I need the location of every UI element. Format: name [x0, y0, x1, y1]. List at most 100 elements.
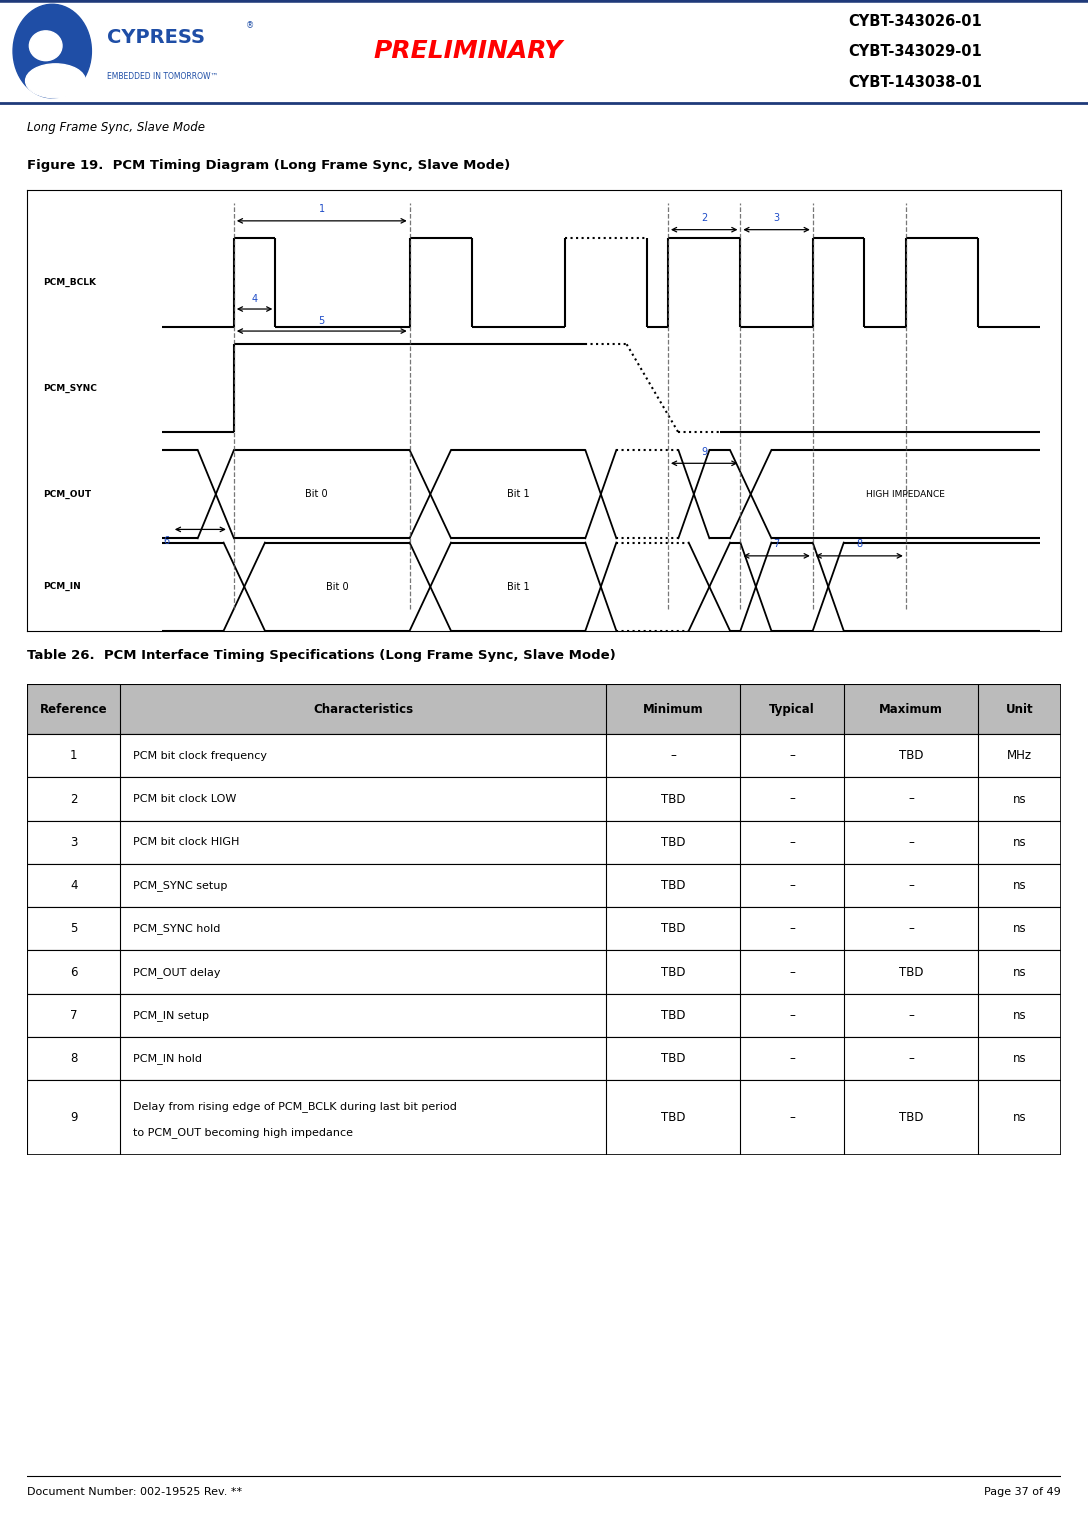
Text: TBD: TBD [899, 1111, 924, 1125]
Text: 1: 1 [70, 749, 77, 762]
Text: PCM_IN: PCM_IN [42, 582, 81, 591]
Text: 5: 5 [319, 316, 325, 325]
Text: ns: ns [1013, 965, 1026, 979]
Text: 7: 7 [70, 1009, 77, 1021]
Text: TBD: TBD [660, 923, 685, 935]
Text: –: – [908, 1052, 914, 1066]
Bar [27, 994, 1061, 1037]
Text: 4: 4 [70, 879, 77, 892]
Text: Typical: Typical [769, 702, 815, 716]
Text: PCM_SYNC setup: PCM_SYNC setup [133, 880, 227, 891]
Text: –: – [789, 965, 795, 979]
Text: 8: 8 [856, 540, 863, 549]
Text: –: – [789, 879, 795, 892]
Text: –: – [908, 836, 914, 848]
Text: Document Number: 002-19525 Rev. **: Document Number: 002-19525 Rev. ** [27, 1487, 243, 1497]
Text: Unit: Unit [1005, 702, 1034, 716]
Text: PCM bit clock frequency: PCM bit clock frequency [133, 751, 267, 762]
Text: TBD: TBD [660, 836, 685, 848]
Text: PCM_BCLK: PCM_BCLK [42, 278, 96, 287]
Text: PCM_OUT: PCM_OUT [42, 489, 90, 499]
Text: CYBT-343029-01: CYBT-343029-01 [849, 44, 982, 59]
Text: Minimum: Minimum [643, 702, 704, 716]
Text: ns: ns [1013, 1111, 1026, 1125]
Text: PCM_OUT delay: PCM_OUT delay [133, 967, 220, 977]
Text: ns: ns [1013, 923, 1026, 935]
Text: PCM bit clock LOW: PCM bit clock LOW [133, 793, 236, 804]
Text: ns: ns [1013, 1052, 1026, 1066]
Text: –: – [908, 923, 914, 935]
Text: Long Frame Sync, Slave Mode: Long Frame Sync, Slave Mode [27, 122, 206, 134]
Text: 6: 6 [163, 537, 170, 546]
Text: Bit 1: Bit 1 [507, 582, 530, 591]
Text: PCM_SYNC: PCM_SYNC [42, 383, 97, 394]
Text: TBD: TBD [660, 1052, 685, 1066]
Text: PCM bit clock HIGH: PCM bit clock HIGH [133, 838, 239, 847]
Text: –: – [789, 923, 795, 935]
Bar [27, 950, 1061, 994]
Text: Delay from rising edge of PCM_BCLK during last bit period: Delay from rising edge of PCM_BCLK durin… [133, 1100, 457, 1113]
Text: PCM_IN setup: PCM_IN setup [133, 1009, 209, 1021]
Text: TBD: TBD [660, 965, 685, 979]
Text: HIGH IMPEDANCE: HIGH IMPEDANCE [866, 489, 945, 499]
Ellipse shape [13, 5, 91, 97]
Text: 2: 2 [70, 792, 77, 806]
Text: ns: ns [1013, 879, 1026, 892]
Text: Reference: Reference [40, 702, 108, 716]
Text: –: – [789, 1009, 795, 1021]
Text: CYBT-143038-01: CYBT-143038-01 [849, 76, 982, 91]
Bar [27, 907, 1061, 950]
Bar [27, 734, 1061, 777]
Text: 4: 4 [251, 293, 258, 304]
Text: 3: 3 [70, 836, 77, 848]
Text: Page 37 of 49: Page 37 of 49 [984, 1487, 1061, 1497]
Text: TBD: TBD [660, 1111, 685, 1125]
Text: 3: 3 [774, 213, 780, 223]
Bar [27, 821, 1061, 863]
Bar [27, 1037, 1061, 1081]
Text: Bit 0: Bit 0 [326, 582, 348, 591]
Text: TBD: TBD [660, 792, 685, 806]
Text: –: – [789, 792, 795, 806]
Text: –: – [908, 1009, 914, 1021]
Text: TBD: TBD [660, 1009, 685, 1021]
Text: ®: ® [246, 21, 255, 30]
Text: ns: ns [1013, 1009, 1026, 1021]
Text: 7: 7 [774, 540, 780, 549]
Text: –: – [908, 792, 914, 806]
Text: 9: 9 [701, 447, 707, 456]
Text: Characteristics: Characteristics [313, 702, 413, 716]
Text: TBD: TBD [660, 879, 685, 892]
Text: Figure 19.  PCM Timing Diagram (Long Frame Sync, Slave Mode): Figure 19. PCM Timing Diagram (Long Fram… [27, 160, 510, 172]
Text: 5: 5 [70, 923, 77, 935]
Text: 2: 2 [701, 213, 707, 223]
Text: 1: 1 [319, 204, 325, 214]
Bar [27, 1081, 1061, 1155]
Text: Table 26.  PCM Interface Timing Specifications (Long Frame Sync, Slave Mode): Table 26. PCM Interface Timing Specifica… [27, 649, 616, 661]
Text: –: – [789, 1052, 795, 1066]
Text: PCM_IN hold: PCM_IN hold [133, 1053, 201, 1064]
Text: TBD: TBD [899, 965, 924, 979]
Ellipse shape [29, 30, 62, 61]
Bar [27, 863, 1061, 907]
Text: Bit 1: Bit 1 [507, 489, 530, 499]
Text: –: – [789, 749, 795, 762]
Bar [27, 777, 1061, 821]
Text: Maximum: Maximum [879, 702, 943, 716]
Text: –: – [670, 749, 676, 762]
Text: PRELIMINARY: PRELIMINARY [373, 40, 562, 62]
Text: PCM_SYNC hold: PCM_SYNC hold [133, 923, 220, 935]
Text: 8: 8 [70, 1052, 77, 1066]
Text: ns: ns [1013, 792, 1026, 806]
Text: to PCM_OUT becoming high impedance: to PCM_OUT becoming high impedance [133, 1128, 353, 1138]
Text: 9: 9 [70, 1111, 77, 1125]
Text: –: – [908, 879, 914, 892]
Text: TBD: TBD [899, 749, 924, 762]
Text: –: – [789, 836, 795, 848]
Bar [27, 684, 1061, 734]
Text: ns: ns [1013, 836, 1026, 848]
Ellipse shape [26, 64, 86, 97]
Text: MHz: MHz [1006, 749, 1033, 762]
Text: –: – [789, 1111, 795, 1125]
Text: 6: 6 [70, 965, 77, 979]
